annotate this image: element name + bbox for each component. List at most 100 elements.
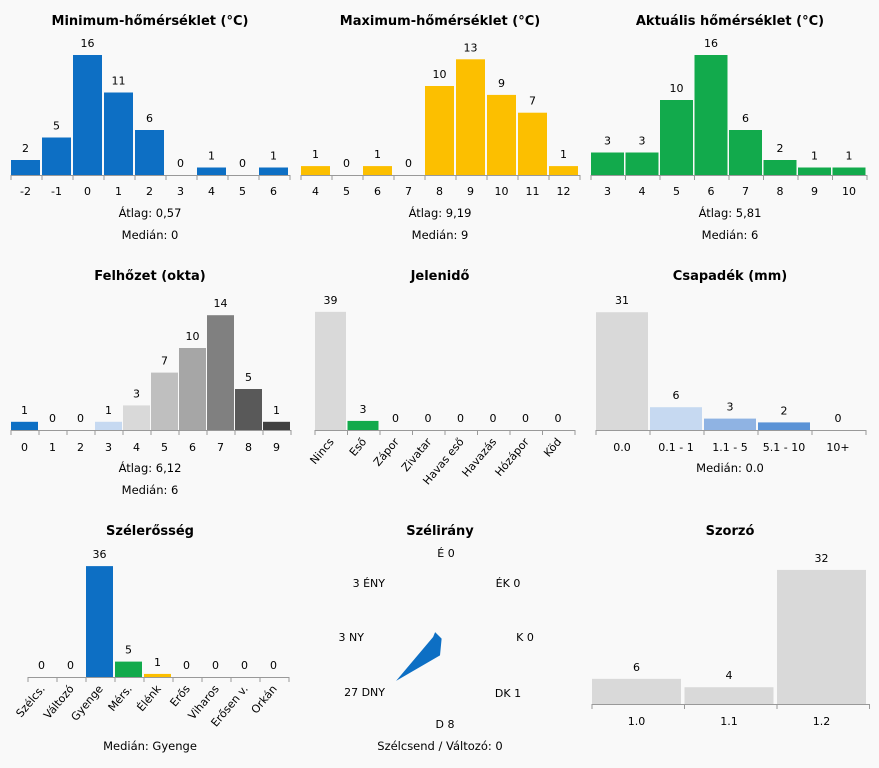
- min_temp-bar-2: [73, 55, 102, 175]
- weather-tick-label-0: Nincs: [308, 435, 337, 467]
- min_temp-bar-3: [104, 92, 133, 175]
- min_temp-value-label-2: 16: [81, 37, 95, 50]
- cloud-title: Felhőzet (okta): [94, 269, 205, 284]
- cloud-value-label-9: 1: [273, 404, 280, 417]
- min_temp-bar-8: [259, 167, 288, 175]
- cur_temp-bar-3: [694, 55, 728, 175]
- min_temp-value-label-1: 5: [53, 120, 60, 133]
- weather-tick-label-6: Hózápor: [492, 435, 532, 479]
- weather-value-label-4: 0: [457, 412, 464, 425]
- min_temp-tick-label-0: -2: [20, 185, 31, 198]
- cloud-tick-label-1: 1: [49, 441, 56, 454]
- cur_temp-stat-0: Átlag: 5,81: [699, 205, 762, 220]
- cur_temp-tick-label-6: 9: [811, 185, 818, 198]
- max_temp-bar-5: [456, 59, 485, 175]
- wind_strength-tick-label-8: Orkán: [249, 683, 280, 717]
- wind_strength-tick-label-5: Erős: [167, 682, 193, 709]
- min_temp-value-label-4: 6: [146, 112, 153, 125]
- wind_strength-value-label-6: 0: [212, 659, 219, 672]
- min_temp-stat-0: Átlag: 0,57: [119, 205, 182, 220]
- max_temp-value-label-2: 1: [374, 148, 381, 161]
- cloud-tick-label-3: 3: [105, 441, 112, 454]
- multiplier-value-label-0: 6: [633, 661, 640, 674]
- max_temp-value-label-4: 10: [433, 68, 447, 81]
- min_temp-tick-label-4: 2: [146, 185, 153, 198]
- precip-tick-label-1: 0.1 - 1: [658, 441, 693, 454]
- max_temp-value-label-0: 1: [312, 148, 319, 161]
- max_temp-stat-0: Átlag: 9,19: [409, 205, 472, 220]
- cur_temp-bar-1: [625, 152, 659, 175]
- wind_strength-title: Szélerősség: [106, 524, 194, 539]
- precip-bar-0: [596, 312, 648, 430]
- weather-value-label-0: 39: [324, 294, 338, 307]
- weather-value-label-7: 0: [555, 412, 562, 425]
- wind-dir-label-NY: 3 NY: [339, 631, 365, 644]
- min_temp-value-label-8: 1: [270, 150, 277, 163]
- cur_temp-tick-label-1: 4: [639, 185, 646, 198]
- cloud-bar-6: [179, 348, 206, 430]
- wind_strength-tick-label-4: Élénk: [134, 682, 164, 714]
- cur_temp-bar-2: [660, 100, 693, 175]
- multiplier-tick-label-2: 1.2: [813, 715, 831, 728]
- cloud-value-label-1: 0: [49, 412, 56, 425]
- wind_strength-bar-3: [115, 661, 142, 677]
- cloud-bar-3: [95, 421, 122, 430]
- wind_strength-value-label-5: 0: [183, 659, 190, 672]
- min_temp-tick-label-3: 1: [115, 185, 122, 198]
- wind_strength-tick-label-3: Mérs.: [106, 683, 135, 714]
- cloud-bar-9: [263, 421, 290, 430]
- cloud-bar-8: [235, 389, 262, 430]
- precip-value-label-3: 2: [781, 404, 788, 417]
- cloud-value-label-0: 1: [21, 404, 28, 417]
- min_temp-tick-label-2: 0: [84, 185, 91, 198]
- cur_temp-bar-0: [591, 152, 624, 175]
- precip-bar-2: [704, 418, 756, 430]
- wind_strength-stat-0: Medián: Gyenge: [103, 739, 197, 753]
- wind_strength-bar-2: [86, 566, 113, 677]
- max_temp-value-label-6: 9: [498, 77, 505, 90]
- cloud-tick-label-4: 4: [133, 441, 140, 454]
- min_temp-tick-label-1: -1: [51, 185, 62, 198]
- cloud-bar-4: [123, 405, 150, 430]
- min_temp-bar-4: [135, 130, 164, 175]
- max_temp-tick-label-6: 10: [495, 185, 509, 198]
- cloud-tick-label-8: 8: [245, 441, 252, 454]
- weather-value-label-5: 0: [490, 412, 497, 425]
- multiplier-value-label-2: 32: [815, 552, 829, 565]
- max_temp-tick-label-4: 8: [436, 185, 443, 198]
- min_temp-value-label-0: 2: [22, 142, 29, 155]
- precip-stat-0: Medián: 0.0: [696, 461, 764, 475]
- precip-bar-3: [758, 422, 810, 430]
- precip-tick-label-0: 0.0: [613, 441, 631, 454]
- multiplier-title: Szorzó: [706, 524, 755, 539]
- weather-tick-label-7: Köd: [541, 436, 564, 460]
- cur_temp-stat-1: Medián: 6: [702, 228, 759, 242]
- max_temp-bar-7: [518, 112, 547, 175]
- wind_strength-tick-label-2: Gyenge: [69, 682, 106, 723]
- cur_temp-tick-label-5: 8: [777, 185, 784, 198]
- cloud-stat-0: Átlag: 6,12: [119, 460, 182, 475]
- cur_temp-tick-label-3: 6: [708, 185, 715, 198]
- max_temp-bar-8: [549, 166, 578, 175]
- cur_temp-bar-5: [763, 160, 797, 175]
- cloud-value-label-5: 7: [161, 355, 168, 368]
- cur_temp-value-label-0: 3: [604, 135, 611, 148]
- cur_temp-value-label-4: 6: [742, 112, 749, 125]
- cur_temp-tick-label-0: 3: [604, 185, 611, 198]
- precip-bar-1: [650, 407, 702, 430]
- max_temp-tick-label-5: 9: [467, 185, 474, 198]
- min_temp-value-label-3: 11: [112, 75, 126, 88]
- cloud-tick-label-5: 5: [161, 441, 168, 454]
- wind-dir-label-K: K 0: [516, 631, 534, 644]
- cur_temp-value-label-7: 1: [846, 150, 853, 163]
- multiplier-value-label-1: 4: [726, 669, 733, 682]
- cur_temp-value-label-1: 3: [639, 135, 646, 148]
- wind_strength-value-label-2: 36: [93, 548, 107, 561]
- weather-bar-0: [315, 311, 346, 430]
- min_temp-value-label-7: 0: [239, 157, 246, 170]
- max_temp-bar-2: [363, 166, 392, 175]
- weather-value-label-6: 0: [522, 412, 529, 425]
- wind-dir-label-É: É 0: [437, 547, 454, 560]
- cloud-stat-1: Medián: 6: [122, 483, 179, 497]
